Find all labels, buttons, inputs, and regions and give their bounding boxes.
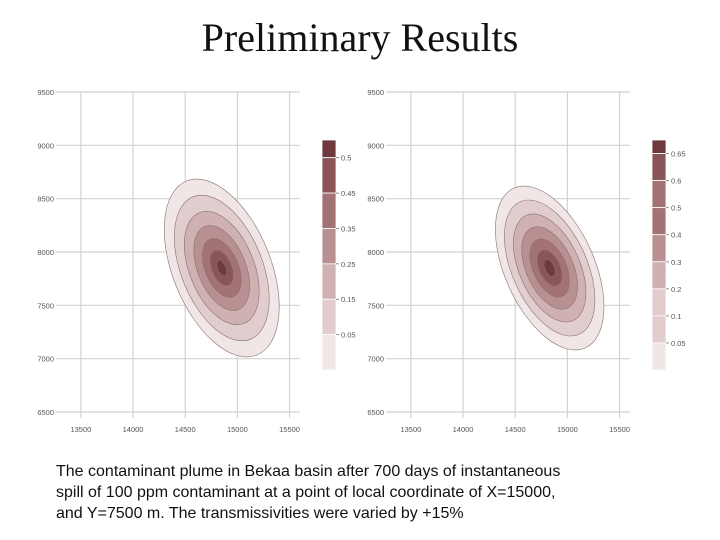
y-tick-label: 6500	[367, 408, 384, 417]
contour-band	[216, 259, 228, 277]
colorbar-left: 0.5 0.45 0.35 0.25 0.15 0.05	[321, 139, 356, 371]
colorbar-swatch	[651, 288, 667, 317]
caption-line-2: spill of 100 ppm contaminant at a point …	[56, 484, 556, 501]
colorbar-right: 0.65 0.6 0.5 0.4 0.3 0.2 0.1 0.05	[651, 139, 686, 371]
y-tick-label: 8500	[37, 195, 54, 204]
slide-title: Preliminary Results	[201, 15, 519, 60]
colorbar-label: 0.45	[341, 189, 356, 198]
colorbar-label: 0.35	[341, 224, 356, 233]
plume-contours	[163, 178, 280, 358]
colorbar-swatch	[321, 139, 337, 159]
colorbar-label: 0.4	[671, 231, 681, 240]
colorbar-label: 0.25	[341, 260, 356, 269]
colorbar-swatch	[321, 263, 337, 300]
colorbar-label: 0.65	[671, 150, 686, 159]
y-tick-label: 7500	[37, 301, 54, 310]
contour-band	[543, 259, 556, 277]
colorbar-swatch	[321, 298, 337, 336]
colorbar-swatch	[651, 153, 667, 181]
y-tick-label: 8000	[367, 248, 384, 257]
y-tick-label: 9000	[37, 141, 54, 150]
x-tick-label: 14500	[505, 425, 526, 434]
x-tick-label: 13500	[400, 425, 421, 434]
x-tick-label: 14500	[175, 425, 196, 434]
colorbar-swatch	[651, 315, 667, 344]
colorbar-swatch	[321, 228, 337, 265]
contour-plot-right: 13500 14000 14500 15000 15500 9500 9000 8500 800…	[367, 88, 630, 434]
colorbar-swatch	[651, 180, 667, 209]
colorbar-swatch	[321, 334, 337, 371]
y-tick-label: 9000	[367, 141, 384, 150]
x-tick-label: 15500	[609, 425, 630, 434]
colorbar-swatch	[651, 207, 667, 236]
caption-line-1: The contaminant plume in Bekaa basin aft…	[56, 463, 561, 480]
y-tick-label: 7000	[37, 355, 54, 364]
colorbar-swatch	[651, 342, 667, 371]
y-tick-label: 6500	[37, 408, 54, 417]
colorbar-label: 0.05	[341, 331, 356, 340]
x-tick-label: 14000	[453, 425, 474, 434]
y-tick-label: 9500	[37, 88, 54, 97]
x-tick-label: 14000	[123, 425, 144, 434]
colorbar-label: 0.1	[671, 312, 681, 321]
colorbar-swatch	[321, 157, 337, 194]
y-tick-label: 8500	[367, 195, 384, 204]
caption: The contaminant plume in Bekaa basin aft…	[56, 461, 656, 524]
colorbar-label: 0.5	[671, 204, 681, 213]
x-tick-label: 15500	[279, 425, 300, 434]
colorbar-swatch	[651, 261, 667, 290]
colorbar-label: 0.5	[341, 154, 351, 163]
colorbar-label: 0.15	[341, 295, 356, 304]
y-tick-label: 7500	[367, 301, 384, 310]
caption-line-3: and Y=7500 m. The transmissivities were …	[56, 505, 464, 522]
plume-contours	[495, 185, 605, 351]
x-tick-label: 13500	[70, 425, 91, 434]
colorbar-swatch	[321, 192, 337, 229]
colorbar-label: 0.3	[671, 258, 681, 267]
x-tick-label: 15000	[557, 425, 578, 434]
x-tick-label: 15000	[227, 425, 248, 434]
y-tick-label: 7000	[367, 355, 384, 364]
contour-plot-left: 13500 14000 14500 15000 15500 9500 9000 8500 800…	[37, 88, 300, 434]
colorbar-label: 0.2	[671, 285, 681, 294]
colorbar-swatch	[651, 234, 667, 263]
colorbar-label: 0.6	[671, 177, 681, 186]
colorbar-swatch	[651, 139, 667, 154]
colorbar-label: 0.05	[671, 339, 686, 348]
y-tick-label: 9500	[367, 88, 384, 97]
y-tick-label: 8000	[37, 248, 54, 257]
